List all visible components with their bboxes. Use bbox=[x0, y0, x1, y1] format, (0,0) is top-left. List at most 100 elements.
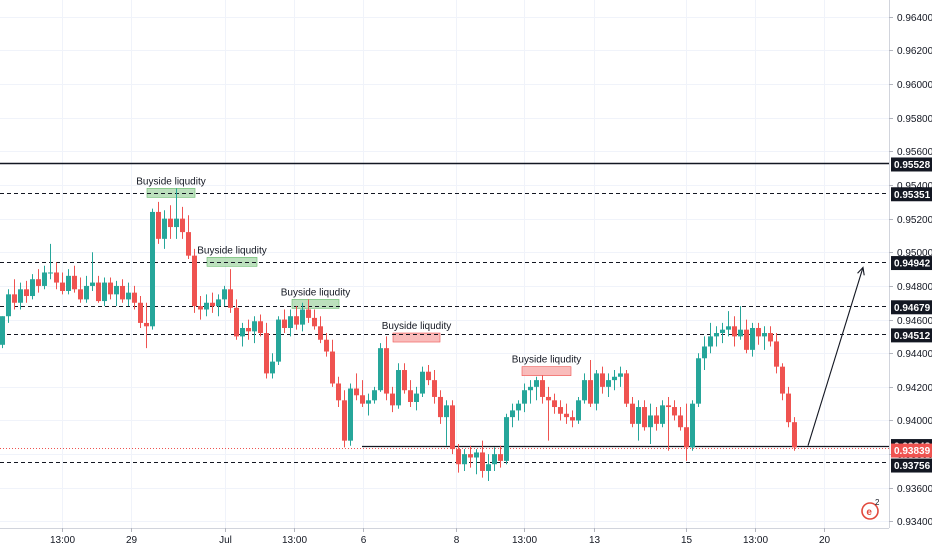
candle-body bbox=[378, 348, 383, 391]
candle-body bbox=[636, 407, 641, 424]
candle-body bbox=[18, 289, 23, 303]
candle-body bbox=[468, 454, 473, 458]
price-tick-label: 0.94400 bbox=[897, 349, 932, 360]
candle bbox=[744, 319, 749, 354]
candle bbox=[606, 373, 611, 397]
candle-body bbox=[270, 361, 275, 374]
candle bbox=[492, 447, 497, 471]
candle-body bbox=[192, 255, 197, 307]
time-tick-label: 29 bbox=[126, 535, 138, 546]
candle bbox=[642, 400, 647, 431]
candle-body bbox=[30, 279, 35, 297]
time-tick-label: 15 bbox=[681, 535, 693, 546]
candle-body bbox=[534, 380, 539, 387]
candle-body bbox=[144, 322, 149, 327]
candle bbox=[60, 272, 65, 295]
candle bbox=[570, 410, 575, 428]
candle bbox=[270, 353, 275, 379]
candle bbox=[342, 390, 347, 448]
candle bbox=[264, 322, 269, 379]
candle bbox=[372, 386, 377, 404]
candle-body bbox=[456, 449, 461, 465]
price-axis[interactable]: 0.96400 0.96200 0.96000 0.95800 0.95600 0.954… bbox=[889, 13, 932, 528]
candle bbox=[222, 285, 227, 307]
candle bbox=[366, 393, 371, 416]
candle-body bbox=[774, 341, 779, 367]
candle bbox=[768, 326, 773, 347]
candle-body bbox=[516, 403, 521, 411]
liquidity-zones: Buyside liqudity Buyside liqudity Buyside … bbox=[136, 176, 581, 376]
candle bbox=[150, 208, 155, 330]
candle-body bbox=[450, 405, 455, 450]
candle-body bbox=[624, 373, 629, 404]
time-tick-label: 13:00 bbox=[282, 535, 307, 546]
candle bbox=[672, 400, 677, 421]
time-tick-label: Jul bbox=[219, 535, 232, 546]
candle bbox=[126, 282, 131, 307]
candle-body bbox=[702, 346, 707, 359]
candle bbox=[324, 333, 329, 357]
candle-body bbox=[216, 299, 221, 307]
candle-body bbox=[438, 396, 443, 418]
time-axis[interactable]: 13:00 29 Jul 13:00 6 8 13:00 13 15 13:00 20 bbox=[50, 528, 831, 546]
candle bbox=[702, 336, 707, 371]
candle bbox=[408, 380, 413, 408]
candle bbox=[714, 326, 719, 347]
price-tick-label: 0.96400 bbox=[897, 13, 932, 24]
candle bbox=[42, 265, 47, 290]
candle-body bbox=[288, 316, 293, 328]
candle bbox=[348, 383, 353, 446]
candle-body bbox=[312, 317, 317, 327]
candle bbox=[156, 201, 161, 244]
candle-body bbox=[318, 326, 323, 340]
candle-body bbox=[300, 309, 305, 325]
candle-body bbox=[132, 292, 137, 303]
candle bbox=[312, 309, 317, 330]
vertical-grid bbox=[62, 0, 825, 528]
candle bbox=[786, 386, 791, 428]
candle-body bbox=[780, 366, 785, 394]
candle-body bbox=[168, 218, 173, 228]
candle bbox=[360, 380, 365, 408]
candle bbox=[648, 403, 653, 445]
candle-body bbox=[402, 370, 407, 391]
candle-body bbox=[768, 333, 773, 342]
candle-body bbox=[342, 400, 347, 441]
logo-mark: e bbox=[866, 507, 872, 518]
candle bbox=[726, 311, 731, 337]
candle-body bbox=[732, 326, 737, 337]
candle-body bbox=[528, 386, 533, 391]
zone-label: Buyside liqudity bbox=[197, 245, 266, 256]
price-tags: 0.95528 0.95351 0.94942 0.94679 0.94512 0.938… bbox=[891, 157, 932, 473]
candle bbox=[450, 400, 455, 455]
candle-body bbox=[6, 294, 11, 317]
candle-body bbox=[138, 302, 143, 323]
candle-body bbox=[348, 388, 353, 441]
candle bbox=[510, 403, 515, 428]
candle-body bbox=[294, 316, 299, 325]
candle bbox=[588, 359, 593, 408]
candle bbox=[666, 396, 671, 451]
candle bbox=[576, 396, 581, 424]
candle bbox=[546, 386, 551, 441]
candle-body bbox=[390, 393, 395, 406]
candle-body bbox=[630, 403, 635, 424]
candle bbox=[240, 322, 245, 347]
candle bbox=[24, 280, 29, 303]
price-tick-label: 0.94000 bbox=[897, 416, 932, 427]
candle bbox=[774, 333, 779, 374]
candle bbox=[234, 299, 239, 340]
candle bbox=[282, 309, 287, 334]
candle-body bbox=[156, 211, 161, 239]
price-tag-label: 0.94679 bbox=[894, 303, 931, 314]
price-tag-label: 0.94942 bbox=[894, 259, 931, 270]
candle bbox=[144, 302, 149, 349]
candle bbox=[294, 306, 299, 330]
candle bbox=[138, 296, 143, 328]
candle-body bbox=[522, 390, 527, 404]
candle-body bbox=[504, 417, 509, 461]
candle bbox=[708, 322, 713, 354]
price-tick-label: 0.94200 bbox=[897, 383, 932, 394]
time-tick-label: 20 bbox=[819, 535, 831, 546]
